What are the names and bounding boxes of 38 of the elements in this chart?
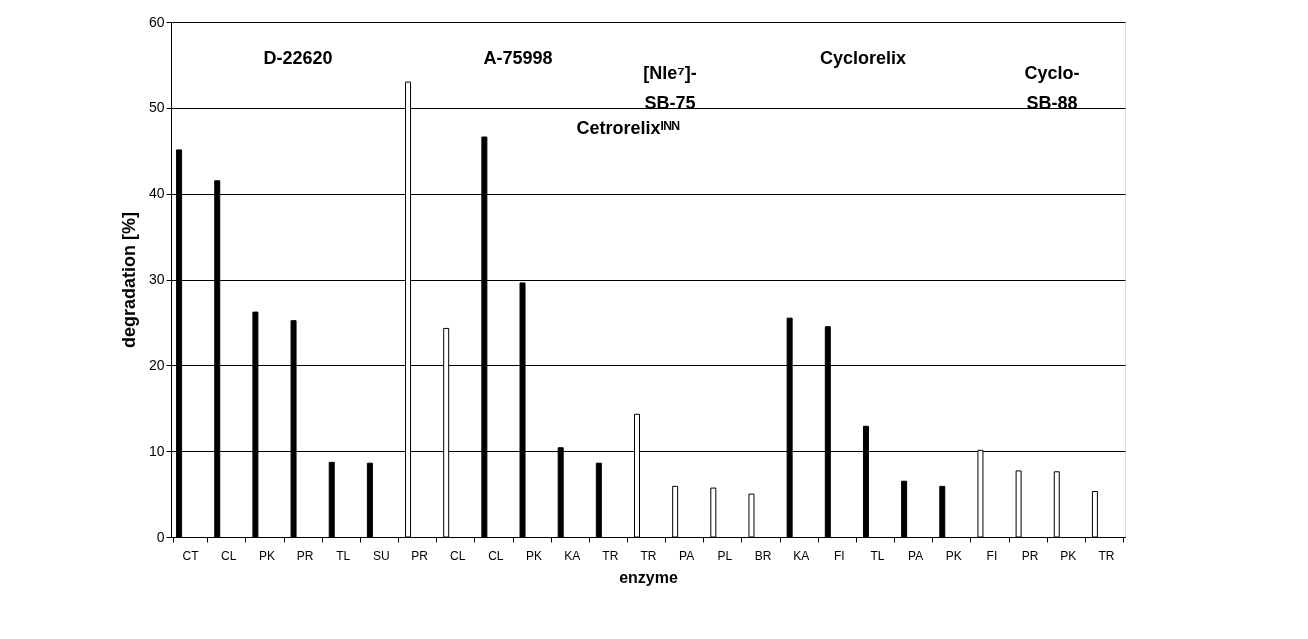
x-tick-label: KA <box>793 548 810 563</box>
annotation: Cyclorelix <box>819 48 907 68</box>
annotation: A-75998 <box>483 48 553 68</box>
x-tick-label: PR <box>411 548 429 563</box>
annotation: Cetrorelixᴵᴺᴺ <box>576 118 680 138</box>
y-tick-label: 30 <box>148 271 165 287</box>
annotation: D-22620 <box>263 48 333 68</box>
x-tick-label: PK <box>526 548 543 563</box>
x-tick-label: FI <box>833 548 845 563</box>
y-tick-label: 50 <box>148 99 165 116</box>
y-tick-label: 10 <box>148 442 165 459</box>
x-tick-label: PA <box>908 548 924 563</box>
x-tick-label: CL <box>488 548 504 563</box>
y-tick-label: 40 <box>148 185 165 202</box>
x-tick-label: PL <box>717 548 733 563</box>
x-tick-label: CL <box>450 548 466 563</box>
y-tick-label: 0 <box>156 528 165 545</box>
x-tick-label: PA <box>679 548 695 563</box>
y-tick-label: 60 <box>148 13 165 30</box>
x-tick-label: PR <box>296 548 314 563</box>
x-tick-label: PR <box>1021 548 1039 563</box>
x-tick-label: TR <box>602 548 619 563</box>
x-tick-label: FI <box>986 548 998 563</box>
x-tick-label: TL <box>870 548 885 563</box>
x-tick-label: SU <box>373 548 390 563</box>
x-tick-label: CT <box>182 548 200 563</box>
x-tick-label: KA <box>564 548 581 563</box>
y-axis-title: degradation [%] <box>118 211 139 349</box>
x-tick-label: TL <box>336 548 351 563</box>
x-tick-label: PK <box>1060 548 1077 563</box>
y-tick-label: 20 <box>148 356 165 373</box>
x-tick-label: PK <box>945 548 962 563</box>
x-tick-label: PK <box>258 548 275 563</box>
x-tick-label: BR <box>754 548 772 563</box>
x-axis-title: enzyme <box>619 568 678 586</box>
x-tick-label: TR <box>640 548 657 563</box>
x-tick-label: CL <box>221 548 237 563</box>
x-tick-label: TR <box>1098 548 1115 563</box>
